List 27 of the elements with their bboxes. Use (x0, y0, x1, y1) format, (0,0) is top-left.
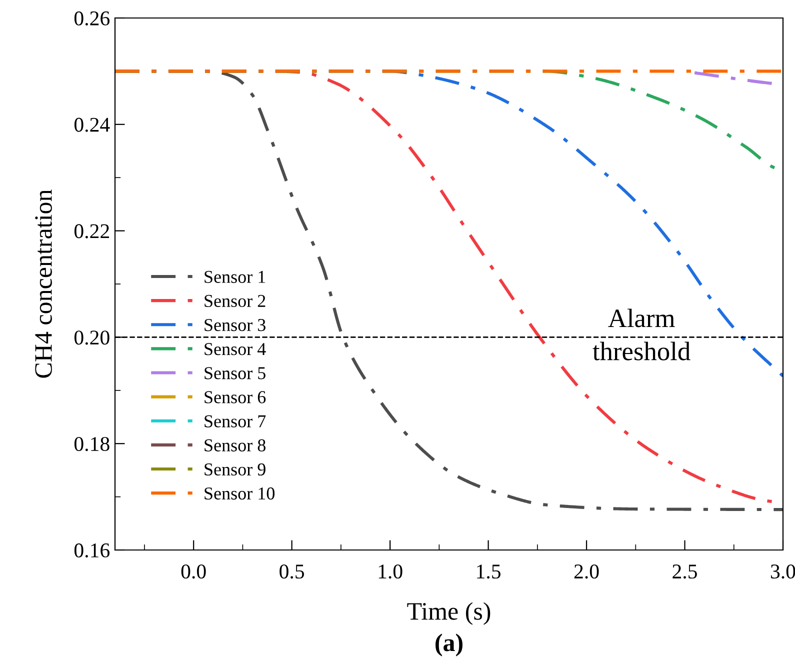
x-tick-label: 1.0 (378, 564, 402, 579)
y-tick-label: 0.16 (74, 543, 110, 558)
legend-label: Sensor 6 (204, 391, 266, 404)
x-tick-label: 3.0 (770, 564, 795, 579)
text: (a) (436, 634, 462, 656)
legend-label: Sensor 9 (204, 463, 266, 476)
y-tick-label: 0.20 (74, 330, 110, 345)
y-tick-label: 0.26 (74, 11, 110, 26)
y-tick-label: 0.22 (74, 224, 109, 238)
y-axis-title: CH4 concentration (35, 190, 52, 378)
legend-label: Sensor 2 (204, 294, 266, 308)
y-tick-label: 0.18 (74, 436, 110, 452)
legend-label: Sensor 8 (204, 439, 266, 452)
legend-label: Sensor 10 (204, 487, 275, 500)
x-axis-title: Time (s) (407, 602, 490, 625)
x-tick-label: 2.0 (574, 564, 599, 579)
legend-label: Sensor 3 (204, 318, 266, 332)
legend-label: Sensor 5 (204, 367, 266, 380)
x-tick-label: 0.5 (280, 564, 304, 579)
y-tick-label: 0.24 (74, 118, 110, 132)
ref-line-label: Alarm threshold (592, 308, 690, 360)
x-tick-label: 2.5 (672, 564, 697, 579)
legend-label: Sensor 7 (204, 415, 266, 428)
x-tick-label: 1.5 (477, 564, 500, 579)
legend-label: Sensor 4 (204, 343, 266, 356)
x-tick-label: 0.0 (181, 564, 206, 579)
legend-label: Sensor 1 (204, 270, 266, 283)
